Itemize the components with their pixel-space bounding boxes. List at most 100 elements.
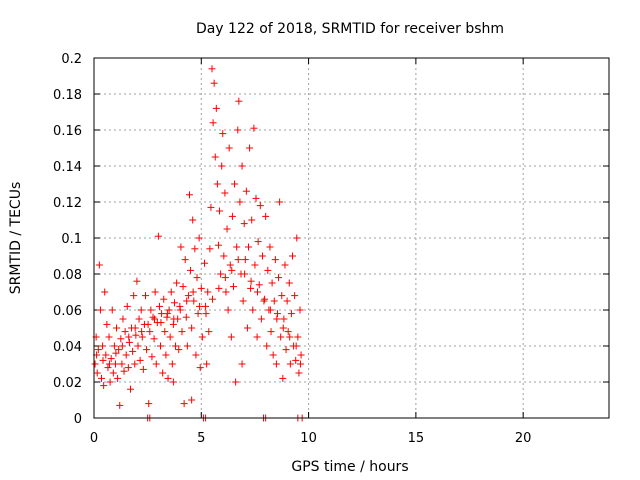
data-point xyxy=(179,283,187,291)
data-point xyxy=(177,243,185,251)
data-point xyxy=(224,306,232,314)
data-point xyxy=(242,187,250,195)
data-point xyxy=(103,320,111,328)
data-point xyxy=(157,319,165,327)
data-point xyxy=(271,256,279,264)
x-tick-label: 0 xyxy=(90,431,98,446)
data-point xyxy=(182,313,190,321)
data-point xyxy=(205,328,213,336)
data-point xyxy=(258,252,266,260)
data-point xyxy=(131,360,139,368)
data-point xyxy=(138,328,146,336)
data-point xyxy=(247,277,255,285)
data-point xyxy=(251,261,259,269)
data-point xyxy=(210,79,218,87)
data-point xyxy=(197,284,205,292)
data-point xyxy=(129,347,137,355)
data-point xyxy=(281,261,289,269)
data-point xyxy=(291,292,299,300)
data-point xyxy=(136,356,144,364)
y-tick-label: 0.1 xyxy=(61,232,82,247)
data-point xyxy=(266,306,274,314)
x-tick-label: 10 xyxy=(300,431,317,446)
data-point xyxy=(192,351,200,359)
data-point xyxy=(151,315,159,323)
data-point xyxy=(193,274,201,282)
data-point xyxy=(113,324,121,332)
y-axis-label: SRMTID / TECUs xyxy=(8,182,24,295)
y-tick-label: 0.14 xyxy=(53,160,82,175)
data-point xyxy=(191,245,199,253)
data-point xyxy=(279,374,287,382)
data-point xyxy=(213,180,221,188)
data-point xyxy=(157,342,165,350)
data-point xyxy=(272,360,280,368)
data-point xyxy=(221,189,229,197)
data-point xyxy=(202,302,210,310)
data-point xyxy=(134,342,142,350)
data-point xyxy=(286,360,294,368)
data-point xyxy=(110,342,118,350)
data-point xyxy=(297,351,305,359)
data-point xyxy=(163,310,171,318)
data-point xyxy=(176,306,184,314)
data-point xyxy=(278,292,286,300)
data-point xyxy=(172,342,180,350)
data-point xyxy=(142,292,149,300)
data-point xyxy=(125,333,133,341)
data-point xyxy=(100,382,108,390)
data-point xyxy=(178,328,186,336)
data-point xyxy=(155,302,163,310)
data-point xyxy=(273,310,281,318)
y-tick-label: 0.02 xyxy=(53,376,82,391)
data-point xyxy=(255,281,263,289)
data-point xyxy=(91,360,99,368)
data-points xyxy=(91,65,306,422)
data-point xyxy=(154,232,162,240)
data-point xyxy=(144,320,152,328)
data-point xyxy=(296,306,304,314)
data-point xyxy=(130,292,138,300)
data-point xyxy=(118,342,126,350)
data-point xyxy=(254,288,262,296)
data-point xyxy=(227,333,235,341)
data-point xyxy=(101,288,109,296)
data-point xyxy=(275,274,283,282)
data-point xyxy=(164,374,172,382)
data-point xyxy=(96,306,104,314)
data-point xyxy=(262,212,270,220)
data-point xyxy=(148,353,156,361)
data-point xyxy=(147,306,155,314)
data-point xyxy=(123,302,131,310)
data-point xyxy=(111,360,119,368)
data-point xyxy=(215,284,223,292)
data-point xyxy=(107,355,115,363)
data-point xyxy=(211,153,219,161)
data-point xyxy=(188,396,196,404)
data-point xyxy=(175,346,183,354)
data-point xyxy=(121,328,129,336)
data-point xyxy=(198,333,206,341)
data-point xyxy=(135,315,143,323)
data-point xyxy=(226,261,234,269)
data-point xyxy=(99,356,107,364)
data-point xyxy=(214,241,222,249)
data-point xyxy=(287,310,295,318)
data-point xyxy=(277,333,285,341)
data-point xyxy=(257,315,265,323)
data-point xyxy=(190,297,198,305)
data-point xyxy=(220,252,228,260)
data-point xyxy=(292,342,300,350)
axis-ticks: 0 0.02 0.04 0.06 0.08 0.1 0.12 0.14 0.16 0.18 0.2 0… xyxy=(53,52,609,446)
data-point xyxy=(223,225,231,233)
data-point xyxy=(229,283,237,291)
data-point xyxy=(151,288,159,296)
data-point xyxy=(252,194,260,202)
data-point xyxy=(98,374,106,382)
data-point xyxy=(185,191,193,199)
data-point xyxy=(152,360,160,368)
data-point xyxy=(208,295,216,303)
data-point xyxy=(208,65,216,73)
data-point xyxy=(160,295,168,303)
data-point xyxy=(253,333,261,341)
